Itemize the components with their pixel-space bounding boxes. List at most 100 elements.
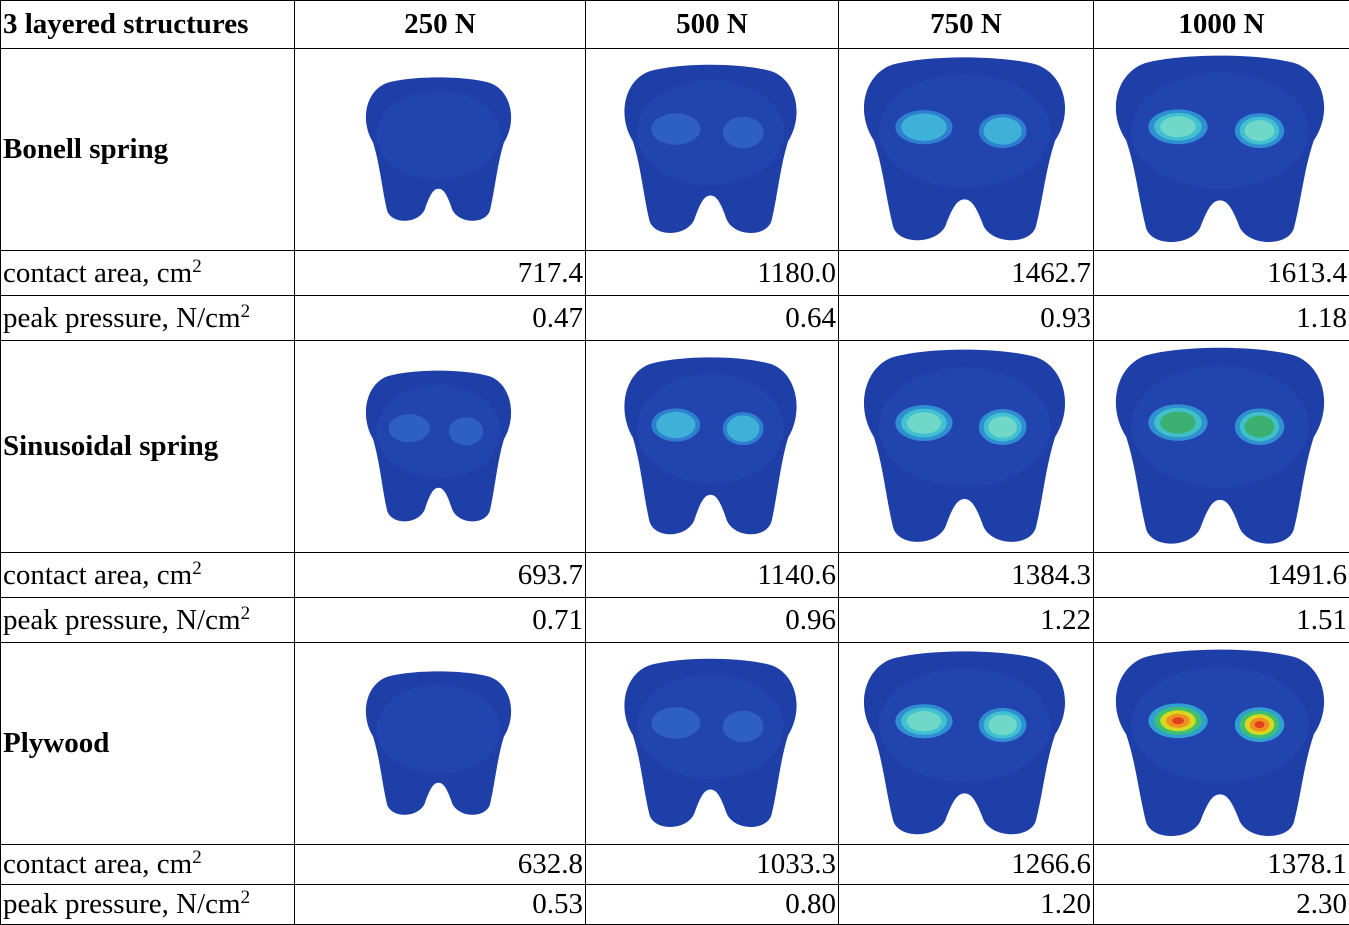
row-label-superscript: 2	[241, 603, 251, 624]
value-cell: 632.8	[295, 845, 586, 885]
pressure-map-group	[1116, 347, 1324, 543]
value-cell: 1613.4	[1094, 251, 1349, 296]
value-cell: 0.93	[839, 296, 1094, 341]
pressure-map-cell	[1094, 49, 1349, 251]
value-cell: 0.47	[295, 296, 586, 341]
pressure-hotspot	[984, 117, 1022, 144]
pressure-map-cell	[1094, 341, 1349, 553]
pressure-hotspot	[651, 113, 700, 144]
value-cell: 0.53	[295, 885, 586, 925]
pressure-hotspot	[723, 116, 764, 147]
value-cell: 2.30	[1094, 885, 1349, 925]
pressure-map	[839, 344, 1090, 550]
pressure-hotspot	[651, 707, 700, 738]
value-cell: 1140.6	[586, 553, 839, 598]
pressure-hotspot	[901, 113, 947, 140]
pressure-hotspot	[988, 714, 1017, 735]
pressure-hotspot	[1172, 717, 1184, 724]
pressure-map-cell	[839, 643, 1094, 845]
pressure-map-cell	[1094, 643, 1349, 845]
row-label-text: contact area, cm	[3, 559, 192, 591]
pressure-hotspot	[1255, 721, 1265, 728]
header-cell: 250 N	[295, 1, 586, 49]
pressure-map	[295, 52, 582, 248]
pressure-map-cell	[586, 49, 839, 251]
pressure-shade	[377, 684, 501, 773]
table-body: 3 layered structures250 N500 N750 N1000 …	[1, 1, 1349, 925]
pressure-hotspot	[988, 416, 1017, 438]
row-label: peak pressure, N/cm2	[1, 885, 295, 925]
header-cell: 1000 N	[1094, 1, 1349, 49]
value-cell: 1266.6	[839, 845, 1094, 885]
header-cell: 750 N	[839, 1, 1094, 49]
pressure-map	[1094, 646, 1346, 842]
pressure-map-group	[366, 671, 511, 814]
pressure-map-group	[624, 357, 796, 534]
pressure-map-cell	[295, 643, 586, 845]
value-cell: 0.71	[295, 598, 586, 643]
pressure-map-cell	[586, 341, 839, 553]
pressure-map-cell	[586, 643, 839, 845]
pressure-map-group	[1116, 649, 1324, 835]
value-cell: 0.96	[586, 598, 839, 643]
pressure-map-cell	[839, 341, 1094, 553]
pressure-hotspot	[727, 415, 760, 441]
pressure-map-group	[864, 651, 1065, 834]
image-row: Bonell spring	[1, 49, 1349, 251]
pressure-map-group	[864, 57, 1065, 240]
row-label-text: peak pressure, N/cm	[3, 604, 241, 636]
pressure-map-group	[366, 370, 511, 521]
structure-name: Plywood	[1, 643, 295, 845]
pressure-map-group	[864, 349, 1065, 541]
value-cell: 1491.6	[1094, 553, 1349, 598]
row-label-superscript: 2	[241, 301, 251, 322]
results-table: 3 layered structures250 N500 N750 N1000 …	[0, 0, 1349, 925]
pressure-map-cell	[295, 341, 586, 553]
pressure-map-cell	[839, 49, 1094, 251]
pressure-map	[586, 52, 835, 248]
value-cell: 1378.1	[1094, 845, 1349, 885]
pressure-hotspot	[907, 412, 941, 434]
pressure-map-group	[1116, 55, 1324, 241]
pressure-hotspot	[1160, 116, 1196, 137]
row-label: contact area, cm2	[1, 553, 295, 598]
pressure-map	[1094, 52, 1346, 248]
value-cell: 693.7	[295, 553, 586, 598]
header-cell: 3 layered structures	[1, 1, 295, 49]
pressure-map-group	[624, 64, 796, 232]
pressure-hotspot	[449, 417, 483, 445]
row-label: contact area, cm2	[1, 251, 295, 296]
row-label: peak pressure, N/cm2	[1, 296, 295, 341]
row-label: peak pressure, N/cm2	[1, 598, 295, 643]
row-label-superscript: 2	[192, 847, 202, 868]
row-label-text: contact area, cm	[3, 848, 192, 880]
pressure-hotspot	[1160, 411, 1196, 433]
structure-name: Sinusoidal spring	[1, 341, 295, 553]
pressure-map	[839, 52, 1090, 248]
pressure-hotspot	[723, 710, 764, 741]
row-label-superscript: 2	[192, 558, 202, 579]
value-cell: 1.20	[839, 885, 1094, 925]
row-label-superscript: 2	[192, 256, 202, 277]
row-label-superscript: 2	[241, 887, 251, 908]
row-label-text: contact area, cm	[3, 257, 192, 289]
pressure-map-group	[366, 77, 511, 220]
row-label: contact area, cm2	[1, 845, 295, 885]
pressure-hotspot	[656, 411, 695, 437]
value-cell: 1384.3	[839, 553, 1094, 598]
value-cell: 1.51	[1094, 598, 1349, 643]
row-label-text: peak pressure, N/cm	[3, 888, 241, 920]
value-cell: 717.4	[295, 251, 586, 296]
structure-name: Bonell spring	[1, 49, 295, 251]
pressure-hotspot	[1245, 415, 1275, 437]
value-cell: 1.22	[839, 598, 1094, 643]
value-cell: 0.64	[586, 296, 839, 341]
pressure-map	[586, 646, 835, 842]
